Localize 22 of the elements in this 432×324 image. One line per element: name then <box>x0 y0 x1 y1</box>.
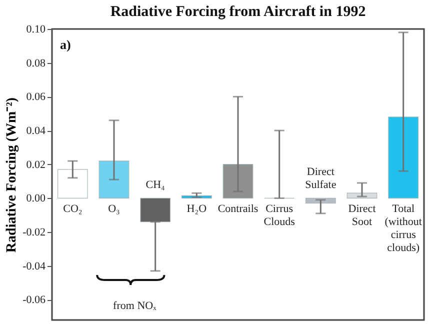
annotation: a) <box>60 37 71 52</box>
x-tick-label: CH₄ <box>146 179 166 192</box>
x-tick-label: Total (without cirrus clouds) <box>384 203 422 254</box>
y-tick-label: 0.04 <box>26 125 46 138</box>
x-tick-label: Direct Soot <box>348 203 376 228</box>
chart-title: Radiative Forcing from Aircraft in 1992 <box>110 4 366 20</box>
y-tick-label: 0.08 <box>26 57 46 70</box>
x-tick-label: H₂O <box>186 203 207 216</box>
x-tick-label: Direct Sulfate <box>305 166 336 192</box>
y-tick-label: 0.02 <box>26 158 46 171</box>
x-tick-label: CO₂ <box>63 203 82 216</box>
y-tick-label: -0.02 <box>22 226 46 239</box>
y-axis-title: Radiative Forcing (Wm⁻²) <box>4 97 20 253</box>
y-tick-label: 0.00 <box>26 192 46 205</box>
y-tick-label: 0.06 <box>26 91 46 104</box>
y-tick-label: -0.06 <box>22 294 46 306</box>
x-tick-label: Contrails <box>218 203 258 216</box>
y-tick-label: -0.04 <box>22 260 46 272</box>
y-tick-label: 0.10 <box>26 24 46 36</box>
x-tick-label: Cirrus Clouds <box>264 203 295 228</box>
x-tick-label: O₃ <box>108 203 120 216</box>
annotation: from NOₓ <box>113 300 158 312</box>
